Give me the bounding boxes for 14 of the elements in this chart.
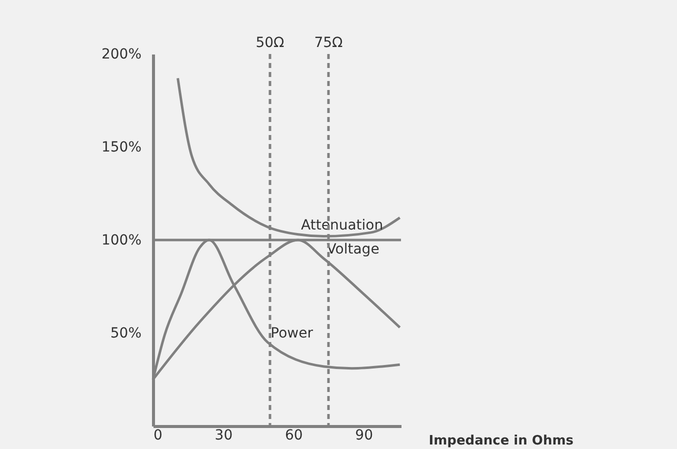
ref-line-label: 50Ω: [256, 35, 285, 51]
y-tick-label: 150%: [101, 140, 142, 156]
x-tick-label: 30: [214, 428, 233, 444]
x-tick-label: 60: [284, 428, 303, 444]
x-tick-label: 0: [154, 428, 162, 444]
y-tick-label: 200%: [101, 46, 142, 62]
y-tick-label: 100%: [101, 232, 142, 248]
series-label: Attenuation: [301, 217, 384, 234]
y-tick-label: 50%: [110, 326, 142, 342]
series-label: Voltage: [326, 242, 380, 258]
x-axis-title: Impedance in Ohms: [428, 434, 574, 448]
x-tick-label: 90: [355, 428, 373, 444]
ref-line-label: 75Ω: [314, 35, 344, 51]
series-label: Power: [270, 325, 314, 342]
